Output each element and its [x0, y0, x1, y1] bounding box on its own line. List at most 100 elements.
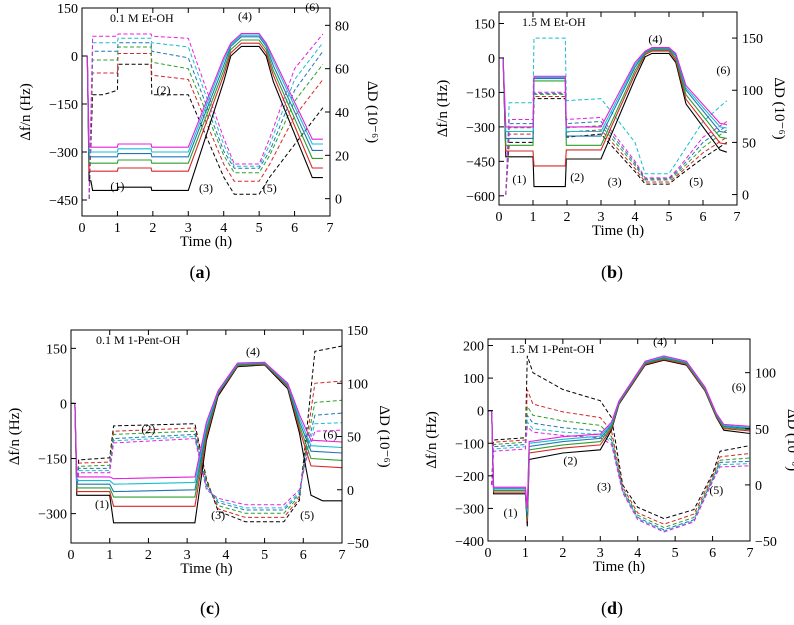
y2-tick-label: 0: [742, 189, 749, 204]
y-tick-label: −600: [466, 190, 495, 205]
y2-tick-label: 50: [742, 136, 756, 151]
y2-tick-label: 60: [335, 63, 349, 78]
x-tick-label: 1: [530, 210, 537, 225]
stage-label: (2): [570, 170, 584, 184]
y-tick-label: −150: [466, 86, 495, 101]
dissipation-line-1: [88, 53, 324, 199]
y-tick-label: −150: [38, 453, 67, 468]
y-axis-label: Δf/n (Hz): [435, 80, 451, 138]
stage-label: (5): [263, 181, 277, 195]
x-tick-label: 5: [666, 210, 673, 225]
x-tick-label: 0: [68, 548, 75, 563]
chart-panel-0: 0 1 2 3 4 5 6 7 150 0 −150 −300 −450 80 60 40 20 0 Time (h…: [18, 0, 380, 250]
stage-label: (1): [503, 506, 517, 520]
y-axis-label: Δf/n (Hz): [7, 408, 23, 466]
dissipation-line-0: [88, 63, 324, 199]
frequency-line-5: [71, 361, 342, 480]
dissipation-line-2: [88, 46, 324, 199]
chart-title: 1.5 M Et-OH: [522, 15, 586, 29]
y2-tick-label: 0: [347, 484, 354, 499]
y-tick-label: −400: [455, 535, 484, 550]
stage-label: (1): [110, 179, 124, 193]
x-tick-label: 2: [559, 546, 566, 561]
y2-axis-label: ΔD (10⁻⁶): [771, 77, 787, 139]
stage-label: (1): [512, 172, 526, 186]
frequency-line-1: [71, 363, 342, 507]
frequency-line-3: [71, 362, 342, 493]
stage-label: (5): [300, 508, 314, 522]
y2-tick-label: 50: [347, 431, 361, 446]
stage-label: (6): [323, 427, 337, 441]
y-tick-label: 100: [463, 372, 484, 387]
x-tick-label: 1: [114, 221, 121, 236]
stage-label: (6): [305, 0, 319, 14]
y2-tick-label: 150: [742, 32, 763, 47]
x-tick-label: 5: [261, 548, 268, 563]
frequency-line-0: [82, 45, 323, 191]
dissipation-line-0: [505, 98, 728, 195]
frequency-line-4: [71, 362, 342, 485]
y2-tick-label: 80: [335, 19, 349, 34]
y-tick-label: 0: [477, 405, 484, 420]
frequency-line-5: [499, 47, 727, 128]
frequency-line-5: [82, 33, 323, 148]
x-tick-label: 3: [597, 546, 604, 561]
caption-d: (d): [600, 598, 623, 618]
y2-tick-label: 50: [755, 423, 769, 438]
chart-title: 1.5 M 1-Pent-OH: [510, 342, 595, 356]
y2-tick-label: 100: [347, 377, 368, 392]
y-tick-label: 200: [463, 340, 484, 355]
plot-frame: [487, 338, 751, 542]
stage-label: (3): [199, 181, 213, 195]
chart-title: 0.1 M Et-OH: [110, 11, 174, 25]
caption-a: (a): [189, 262, 211, 282]
dissipation-line-1: [505, 96, 728, 195]
caption-c: (c): [200, 598, 220, 618]
stage-label: (4): [648, 32, 662, 46]
y-tick-label: −300: [38, 508, 67, 523]
x-tick-label: 6: [700, 210, 707, 225]
y-tick-label: −450: [49, 194, 78, 209]
stage-label: (4): [238, 9, 252, 23]
frequency-line-3: [82, 36, 323, 158]
x-tick-label: 4: [222, 548, 229, 563]
dissipation-line-3: [88, 42, 324, 199]
y2-tick-label: −50: [755, 535, 777, 550]
frequency-line-1: [82, 42, 323, 172]
stage-label: (2): [141, 422, 155, 436]
frequency-line-2: [499, 49, 727, 146]
stage-label: (6): [716, 63, 730, 77]
chart-panel-2: 0 1 2 3 4 5 6 7 150 0 −150 −300 150 100 50 0 −50 Time (h)…: [7, 324, 392, 577]
dissipation-line-4: [88, 37, 324, 199]
dissipation-line-2: [505, 93, 728, 195]
x-tick-label: 6: [709, 546, 716, 561]
stage-label: (5): [709, 483, 723, 497]
y2-tick-label: 20: [335, 149, 349, 164]
y-tick-label: −300: [455, 502, 484, 517]
y2-tick-label: 0: [335, 193, 342, 208]
x-tick-label: 1: [522, 546, 529, 561]
stage-label: (6): [732, 380, 746, 394]
chart-panel-1: 0 1 2 3 4 5 6 7 150 0 −150 −300 −450 −600 150 100 50 0 Tim…: [435, 11, 787, 239]
y2-tick-label: 100: [742, 84, 763, 99]
y2-tick-label: 100: [755, 367, 776, 382]
dissipation-line-5: [76, 429, 342, 506]
x-tick-label: 7: [339, 548, 346, 563]
stage-label: (2): [156, 83, 170, 97]
y2-tick-label: 150: [347, 324, 368, 339]
x-tick-label: 2: [145, 548, 152, 563]
x-tick-label: 1: [106, 548, 113, 563]
y-axis-label: Δf/n (Hz): [424, 411, 440, 469]
dissipation-line-4: [505, 37, 728, 195]
x-tick-label: 3: [184, 548, 191, 563]
x-tick-label: 6: [300, 548, 307, 563]
stage-label: (5): [689, 174, 703, 188]
y-tick-label: −300: [49, 146, 78, 161]
plot-frame: [498, 11, 738, 206]
dissipation-line-4: [76, 422, 342, 509]
chart-title: 0.1 M 1-Pent-OH: [96, 333, 181, 347]
x-tick-label: 4: [632, 210, 639, 225]
frequency-line-2: [82, 39, 323, 164]
y-tick-label: −450: [466, 155, 495, 170]
